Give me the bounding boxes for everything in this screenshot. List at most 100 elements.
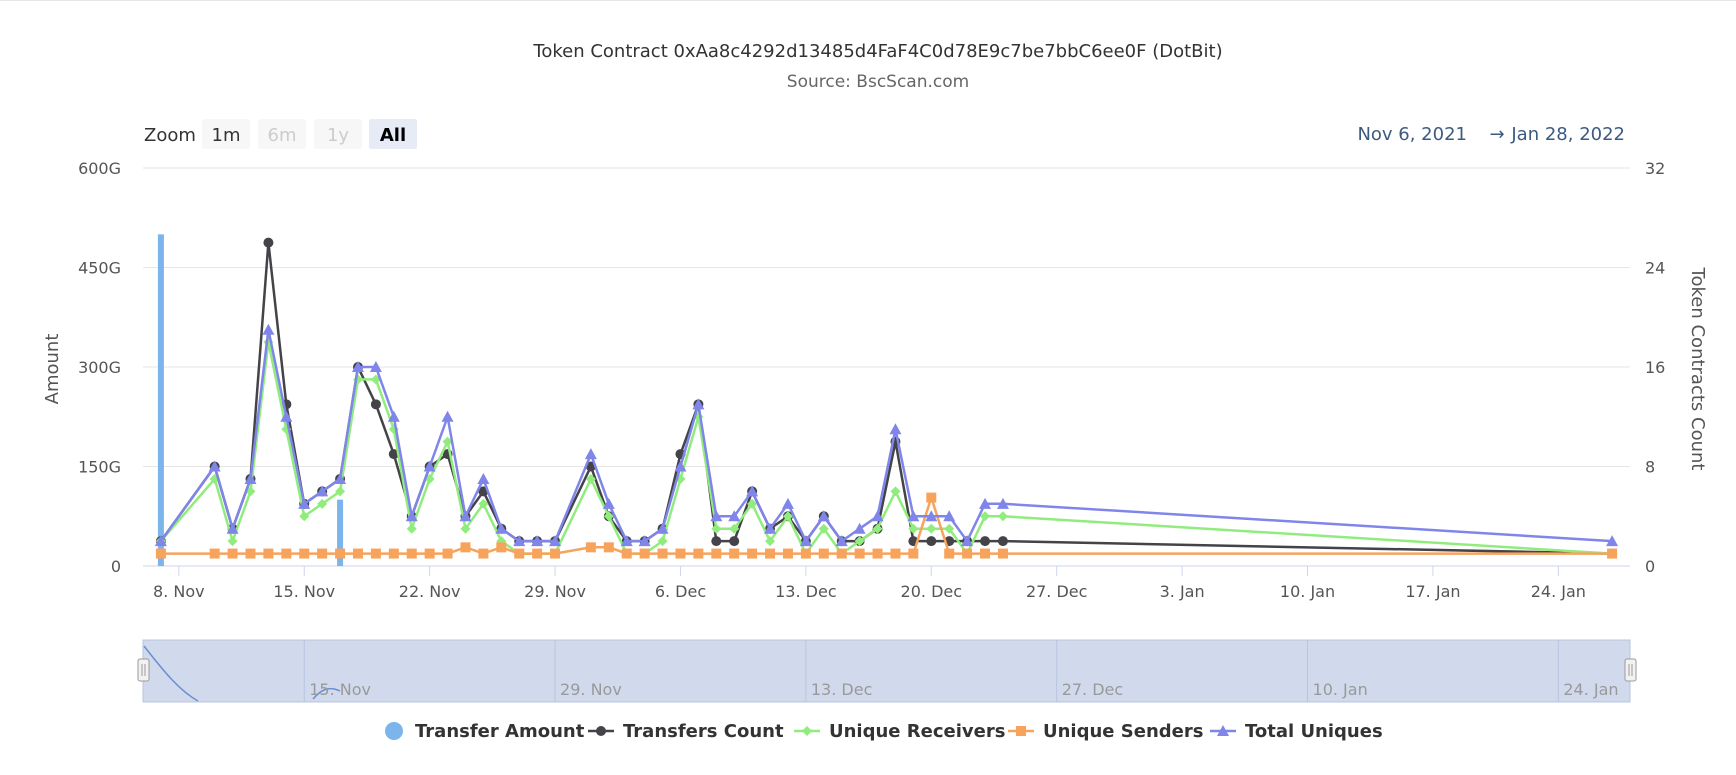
total-uniques-point	[817, 510, 830, 522]
zoom-all-button[interactable]: All	[369, 119, 417, 149]
unique-receivers-point	[908, 523, 919, 534]
unique-senders-point	[944, 548, 955, 559]
unique-senders-point	[872, 548, 883, 559]
navigator-series-line-2	[312, 687, 341, 700]
unique-senders-point	[352, 548, 363, 559]
legend-symbol	[802, 726, 812, 736]
x-tick-label: 8. Nov	[153, 582, 205, 601]
unique-senders-point	[765, 548, 776, 559]
x-tick-label: 13. Dec	[775, 582, 837, 601]
total-uniques-point	[620, 535, 633, 547]
total-uniques-point	[871, 510, 884, 522]
unique-senders-point	[550, 548, 561, 559]
unique-receivers-point	[478, 498, 489, 509]
unique-senders-point	[209, 548, 220, 559]
legend-item-transfer-amount[interactable]: Transfer Amount	[385, 721, 585, 742]
unique-receivers-point	[729, 523, 740, 534]
unique-senders-point	[532, 548, 543, 559]
zoom-6m-label: 6m	[268, 125, 297, 146]
unique-senders-point	[657, 548, 668, 559]
legend-label: Transfers Count	[623, 721, 784, 742]
grid-lines	[143, 167, 1630, 567]
transfer-amount-bar	[157, 234, 164, 567]
zoom-1m-button[interactable]: 1m	[202, 119, 250, 149]
unique-receivers-point	[980, 511, 991, 522]
navigator[interactable]: 15. Nov 29. Nov 13. Dec 27. Dec 10. Jan 24. J…	[137, 639, 1637, 703]
zoom-6m-button[interactable]: 6m	[258, 119, 306, 149]
unique-senders-point	[997, 548, 1008, 559]
x-tick-label: 20. Dec	[901, 582, 963, 601]
unique-senders-point	[854, 548, 865, 559]
total-uniques-point	[907, 510, 920, 522]
x-axis: 8. Nov 15. Nov 22. Nov 29. Nov 6. Dec 13. Dec…	[153, 566, 1586, 601]
transfers-count-line	[159, 242, 1613, 555]
unique-receivers-point	[711, 523, 722, 534]
transfers-count-point	[997, 536, 1008, 547]
transfers-count-point	[926, 536, 937, 547]
navigator-mask[interactable]	[143, 640, 1630, 702]
x-tick-label: 27. Dec	[1026, 582, 1088, 601]
legend-symbol	[1217, 725, 1229, 736]
total-uniques-point	[280, 410, 293, 422]
unique-senders-point	[890, 548, 901, 559]
total-uniques-point	[513, 535, 526, 547]
range-to-input[interactable]: Jan 28, 2022	[1510, 124, 1625, 145]
unique-senders-point	[962, 548, 973, 559]
unique-receivers-point	[944, 523, 955, 534]
legend-item-unique-receivers[interactable]: Unique Receivers	[794, 721, 1005, 742]
transfers-count-point	[729, 536, 740, 547]
legend-item-transfers-count[interactable]: Transfers Count	[588, 721, 784, 742]
transfers-count-point	[980, 536, 991, 547]
unique-senders-point	[496, 542, 507, 553]
total-uniques-point	[692, 398, 705, 410]
y-left-tick: 300G	[78, 358, 121, 377]
total-uniques-point	[584, 448, 597, 460]
unique-senders-point	[281, 548, 292, 559]
unique-senders-point	[908, 548, 919, 559]
unique-senders-point	[747, 548, 758, 559]
legend-label: Unique Senders	[1043, 721, 1203, 742]
unique-receivers-point	[406, 523, 417, 534]
unique-senders-point	[818, 548, 829, 559]
total-uniques-point	[208, 460, 221, 472]
total-uniques-point	[961, 535, 974, 547]
navigator-left-handle[interactable]	[137, 658, 150, 682]
unique-receivers-point	[317, 498, 328, 509]
unique-receivers-point	[299, 511, 310, 522]
range-from-input[interactable]: Nov 6, 2021	[1357, 124, 1467, 145]
total-uniques-line	[159, 329, 1613, 544]
unique-senders-point	[424, 548, 435, 559]
total-uniques-point	[459, 510, 472, 522]
unique-receivers-point	[872, 523, 883, 534]
unique-receivers-point	[227, 536, 238, 547]
zoom-1y-button[interactable]: 1y	[314, 119, 362, 149]
total-uniques-point	[244, 472, 257, 484]
y-right-tick: 16	[1645, 358, 1665, 377]
series-layer	[154, 234, 1619, 567]
navigator-right-handle[interactable]	[1624, 658, 1637, 682]
unique-senders-point	[406, 548, 417, 559]
transfers-count-point	[370, 399, 381, 410]
unique-receivers-point	[765, 536, 776, 547]
navigator-series-line	[143, 645, 199, 702]
unique-receivers-point	[747, 498, 758, 509]
transfers-count-point	[388, 449, 399, 460]
total-uniques-point	[423, 460, 436, 472]
total-uniques-point	[334, 472, 347, 484]
unique-senders-point	[1607, 548, 1618, 559]
total-uniques-point	[316, 485, 329, 497]
legend-item-unique-senders[interactable]: Unique Senders	[1008, 721, 1203, 742]
unique-senders-point	[460, 542, 471, 553]
legend-item-total-uniques[interactable]: Total Uniques	[1210, 721, 1383, 742]
total-uniques-point	[799, 535, 812, 547]
total-uniques-point	[996, 497, 1009, 509]
total-uniques-point	[262, 323, 275, 335]
unique-senders-point	[729, 548, 740, 559]
series-transfer-amount	[157, 234, 344, 567]
unique-senders-point	[227, 548, 238, 559]
navigator-tick-label: 15. Nov	[309, 680, 371, 699]
unique-senders-point	[317, 548, 328, 559]
unique-senders-point	[800, 548, 811, 559]
